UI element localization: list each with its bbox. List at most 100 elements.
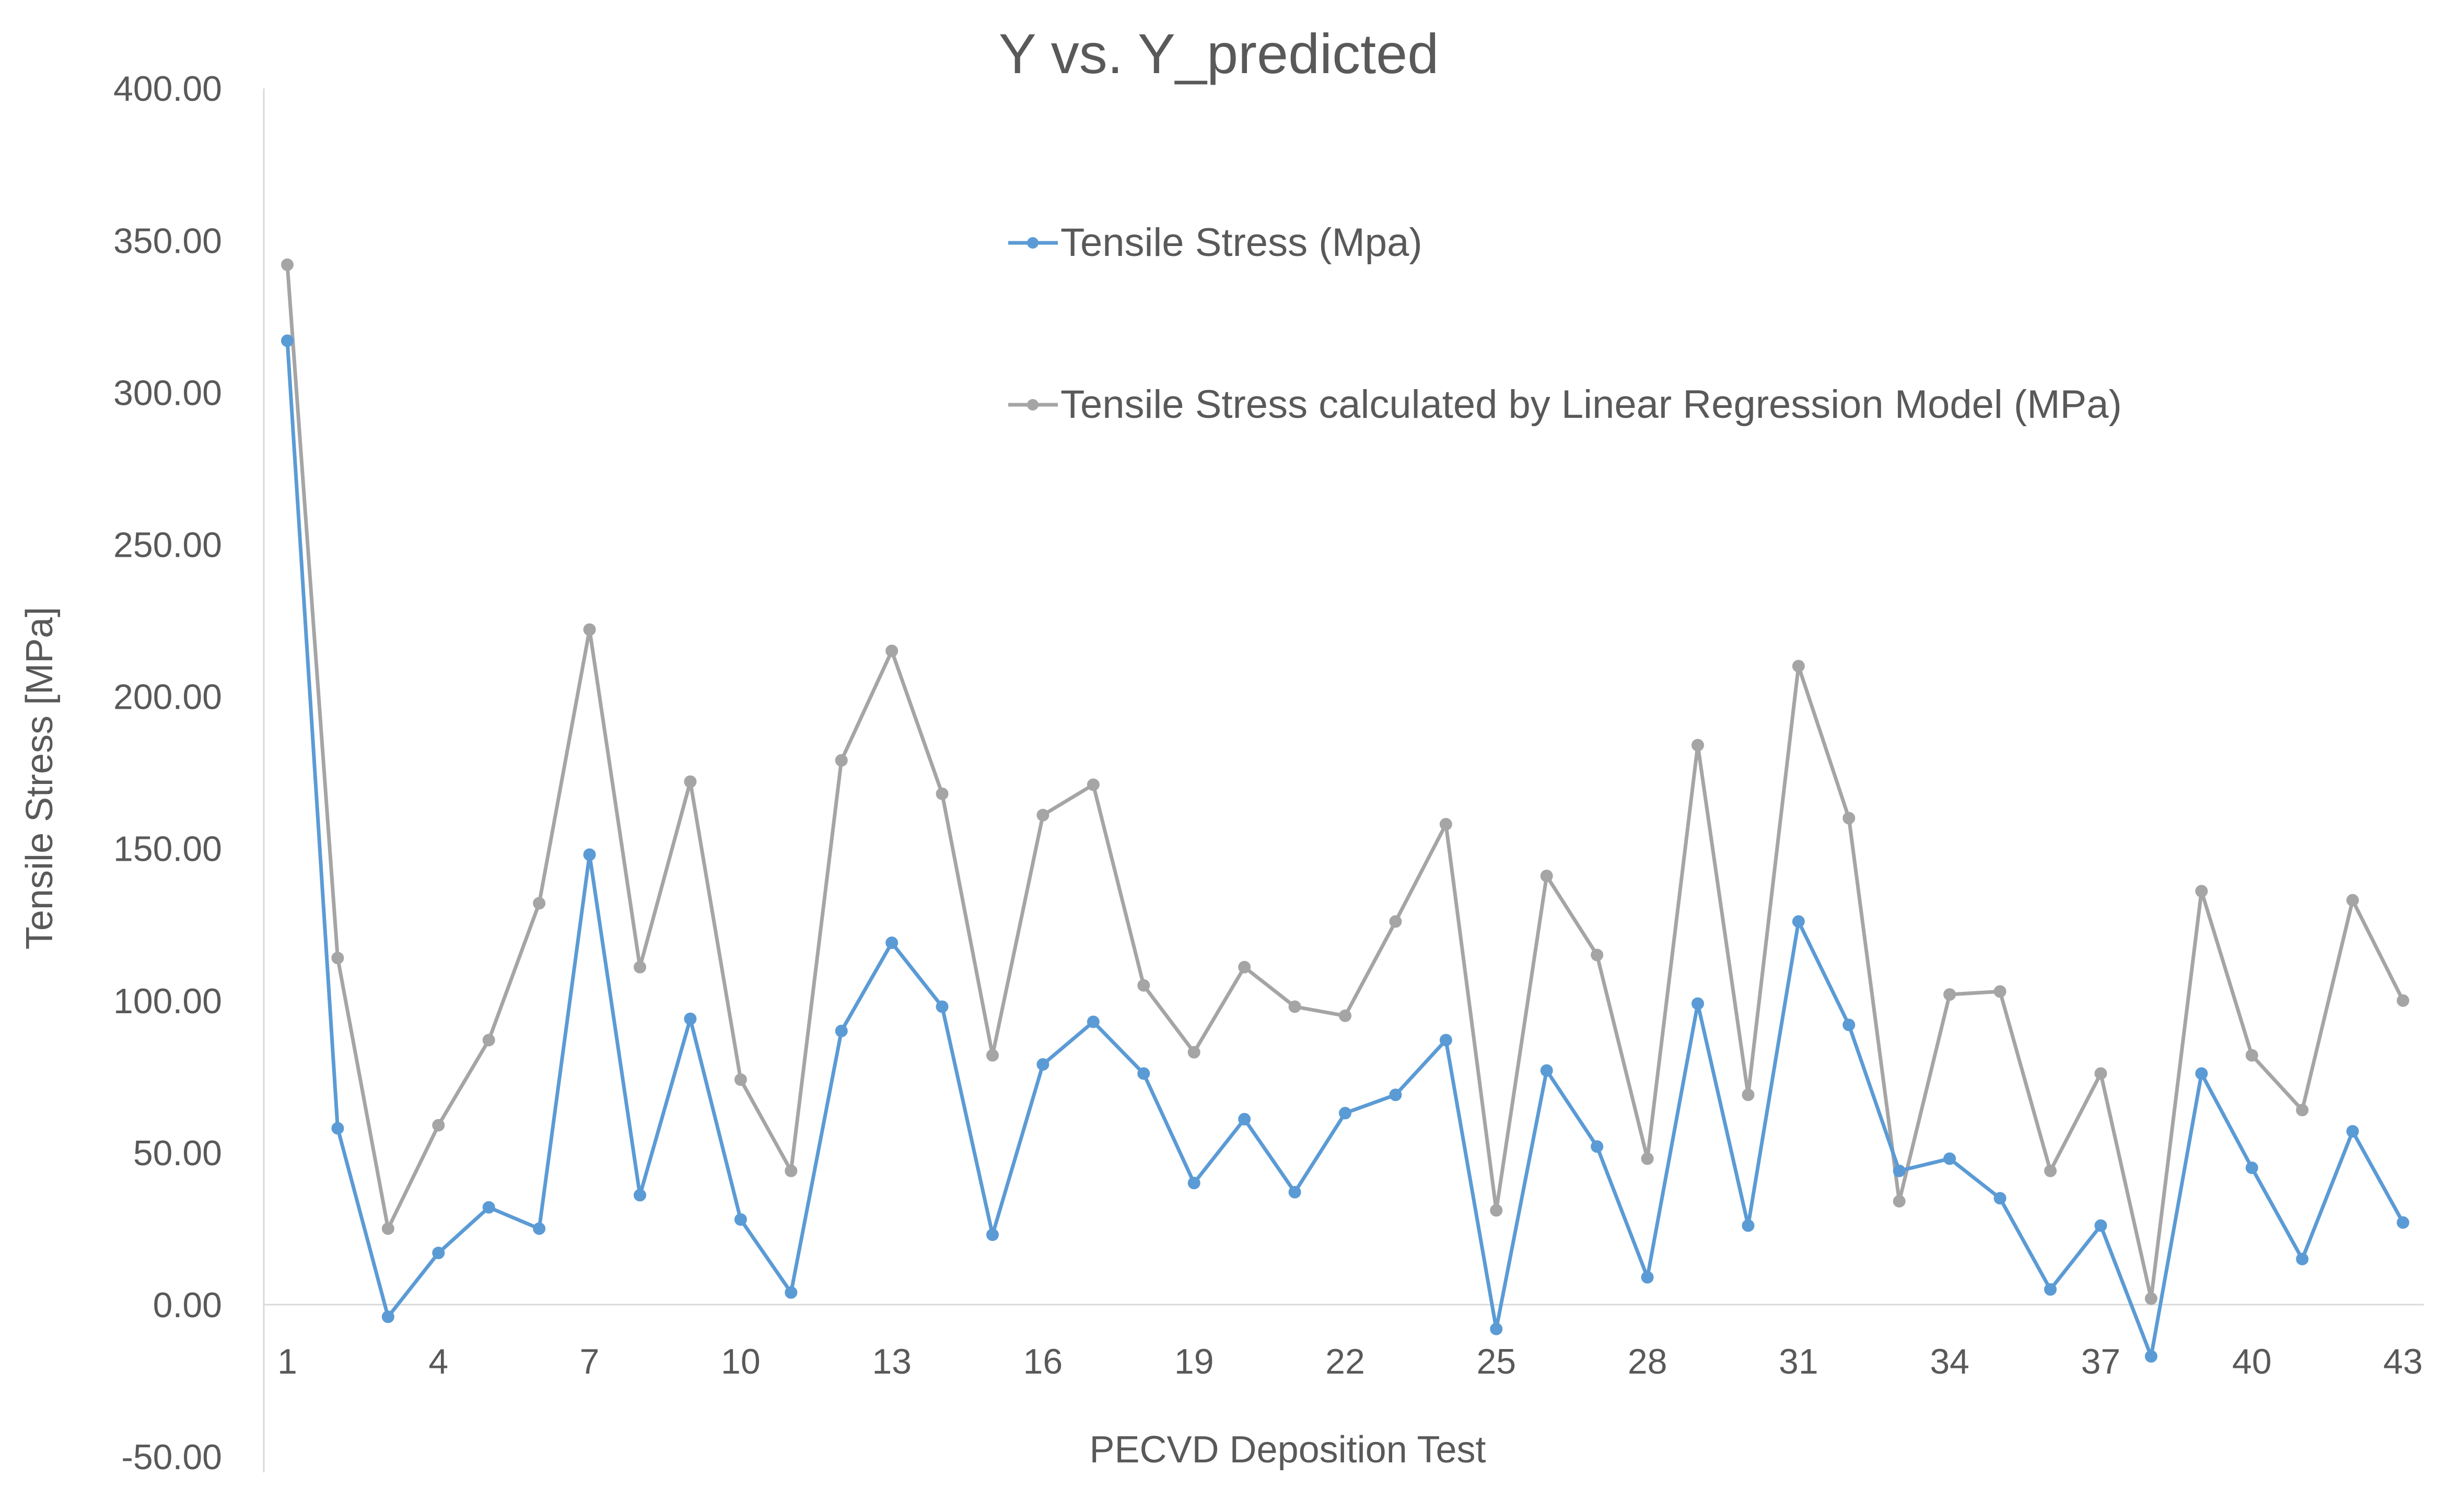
data-point xyxy=(2144,1350,2157,1363)
data-point xyxy=(281,334,294,347)
legend-swatch-marker xyxy=(1027,237,1039,249)
x-tick-label: 43 xyxy=(2383,1342,2423,1381)
y-tick-label: 350.00 xyxy=(113,221,222,261)
chart-title: Y vs. Y_predicted xyxy=(999,22,1439,85)
x-tick-label: 1 xyxy=(277,1342,297,1381)
data-point xyxy=(2397,1216,2409,1229)
data-point xyxy=(2296,1252,2309,1265)
legend: Tensile Stress (Mpa) Tensile Stress calcu… xyxy=(1008,220,2122,427)
data-point xyxy=(734,1073,747,1086)
data-point xyxy=(785,1164,798,1177)
data-point xyxy=(1692,997,1704,1010)
data-point xyxy=(1540,870,1553,883)
y-axis: 400.00 350.00 300.00 250.00 200.00 150.00 100.… xyxy=(113,69,265,1477)
data-point xyxy=(432,1247,445,1260)
data-point xyxy=(1087,778,1100,791)
data-point xyxy=(1238,960,1251,974)
data-point xyxy=(1439,818,1452,831)
data-point xyxy=(1943,988,1956,1001)
data-point xyxy=(381,1222,394,1235)
data-point xyxy=(986,1228,999,1241)
x-tick-label: 28 xyxy=(1628,1342,1667,1381)
data-point xyxy=(1439,1034,1452,1047)
x-tick-label: 31 xyxy=(1779,1342,1818,1381)
data-point xyxy=(2346,894,2359,907)
data-point xyxy=(1742,1219,1755,1232)
legend-item: Tensile Stress calculated by Linear Regr… xyxy=(1008,382,2122,427)
y-tick-label: 100.00 xyxy=(113,981,222,1021)
data-point xyxy=(1036,808,1049,822)
x-tick-label: 37 xyxy=(2081,1342,2121,1381)
data-point xyxy=(885,936,899,950)
data-point xyxy=(1993,1192,2007,1205)
data-point xyxy=(1389,1088,1402,1101)
x-axis: 1 4 7 10 13 16 19 22 25 28 31 34 37 40 43 xyxy=(264,1304,2424,1381)
data-point xyxy=(1339,1009,1351,1022)
series-group xyxy=(281,258,2409,1305)
data-point xyxy=(1893,1164,1906,1177)
data-point xyxy=(1087,1015,1100,1028)
x-tick-label: 13 xyxy=(872,1342,912,1381)
data-point xyxy=(885,644,899,658)
y-tick-label: 200.00 xyxy=(113,677,222,717)
data-point xyxy=(1893,1195,1906,1208)
data-point xyxy=(331,952,344,965)
series-group xyxy=(281,334,2409,1363)
legend-swatch-marker xyxy=(1027,399,1039,411)
data-point xyxy=(785,1286,798,1299)
y-tick-label: 0.00 xyxy=(153,1285,222,1325)
data-point xyxy=(2094,1219,2107,1232)
data-point xyxy=(2195,1067,2208,1080)
data-point xyxy=(1993,985,2007,998)
data-point xyxy=(583,623,596,636)
data-point xyxy=(734,1213,747,1226)
data-point xyxy=(1137,979,1150,992)
legend-item: Tensile Stress (Mpa) xyxy=(1008,220,1422,265)
data-point xyxy=(1288,1000,1301,1013)
y-tick-label: 400.00 xyxy=(113,69,222,109)
data-point xyxy=(1591,1140,1604,1153)
data-point xyxy=(2346,1125,2359,1138)
x-tick-label: 34 xyxy=(1930,1342,1969,1381)
data-point xyxy=(2296,1104,2309,1117)
data-point xyxy=(1238,1112,1251,1126)
data-point xyxy=(1692,739,1704,752)
y-tick-label: 300.00 xyxy=(113,373,222,413)
y-tick-label: -50.00 xyxy=(121,1437,222,1477)
data-point xyxy=(634,960,646,974)
data-point xyxy=(2245,1049,2258,1062)
data-point xyxy=(1288,1186,1301,1199)
plot-series xyxy=(281,258,2409,1363)
x-tick-label: 4 xyxy=(428,1342,448,1381)
data-point xyxy=(331,1122,344,1135)
data-point xyxy=(986,1049,999,1062)
data-point xyxy=(2044,1283,2057,1296)
data-point xyxy=(533,1222,546,1235)
data-point xyxy=(2144,1292,2157,1305)
data-point xyxy=(1641,1271,1654,1284)
data-point xyxy=(1591,948,1604,962)
y-tick-label: 150.00 xyxy=(113,829,222,869)
data-point xyxy=(936,787,949,800)
data-point xyxy=(835,1025,848,1038)
data-point xyxy=(1792,660,1805,673)
data-point xyxy=(381,1310,394,1323)
data-point xyxy=(1339,1107,1351,1120)
data-point xyxy=(1137,1067,1150,1080)
data-point xyxy=(432,1119,445,1132)
y-axis-title: Tensile Stress [MPa] xyxy=(19,607,61,950)
data-point xyxy=(2094,1067,2107,1080)
data-point xyxy=(2245,1162,2258,1175)
data-point xyxy=(1792,915,1805,928)
data-point xyxy=(684,1012,697,1025)
data-point xyxy=(533,897,546,910)
data-point xyxy=(1187,1177,1200,1190)
y-tick-label: 250.00 xyxy=(113,525,222,565)
data-point xyxy=(1943,1152,1956,1165)
data-point xyxy=(1742,1088,1755,1101)
x-tick-label: 19 xyxy=(1174,1342,1214,1381)
legend-label: Tensile Stress calculated by Linear Regr… xyxy=(1060,382,2122,427)
x-tick-label: 10 xyxy=(721,1342,761,1381)
data-point xyxy=(1842,812,1856,825)
